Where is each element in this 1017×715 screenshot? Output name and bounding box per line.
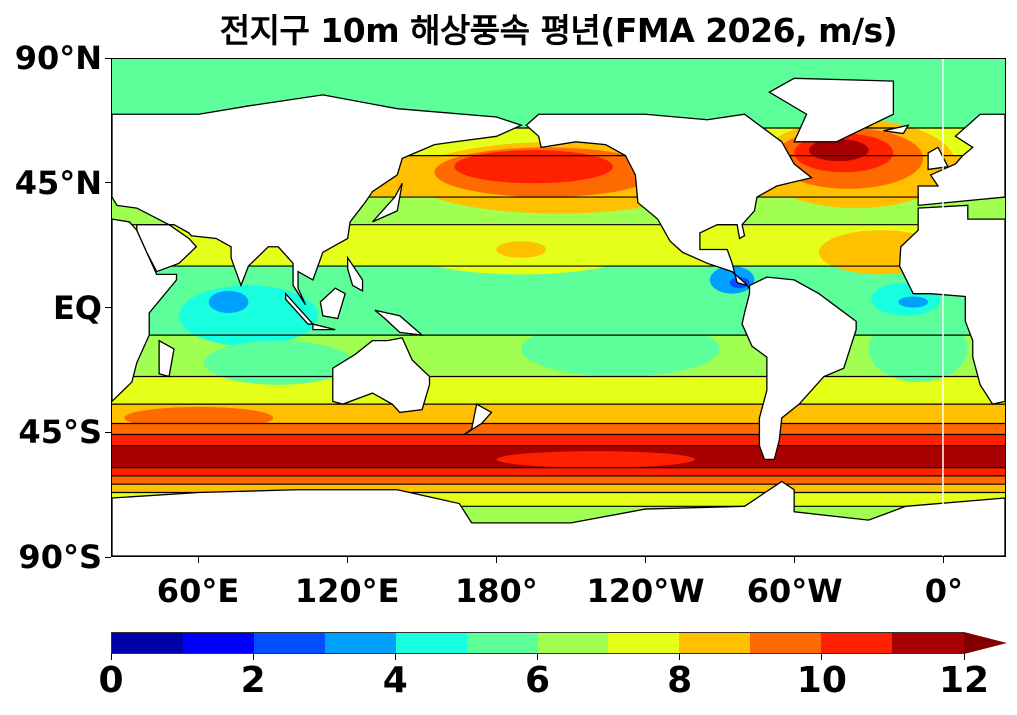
- colorbar-tick-label: 6: [524, 660, 551, 701]
- landmass: [375, 310, 422, 335]
- lon-tick-label: 180°: [454, 572, 538, 610]
- wind-feature: [360, 274, 485, 314]
- colorbar: [111, 632, 964, 654]
- landmass: [526, 114, 811, 288]
- lat-tick-mark: [105, 182, 111, 184]
- wind-feature: [533, 307, 658, 336]
- wind-band: [112, 475, 1005, 485]
- colorbar-segment: [466, 633, 538, 653]
- colorbar-tick-label: 12: [938, 660, 990, 701]
- lon-tick-label: 0°: [924, 572, 963, 610]
- lon-tick-mark: [197, 557, 199, 563]
- colorbar-segment: [750, 633, 822, 653]
- wind-feature: [178, 285, 318, 347]
- landmass: [918, 114, 1005, 205]
- wind-speed-map: [111, 58, 1006, 557]
- lon-tick-mark: [794, 557, 796, 563]
- landmass: [320, 288, 345, 318]
- colorbar-tick-mark: [110, 654, 112, 660]
- colorbar-tick-mark: [679, 654, 681, 660]
- landmass: [464, 404, 491, 434]
- lat-tick-label: EQ: [52, 288, 102, 327]
- landmass: [137, 225, 197, 272]
- colorbar-segment: [679, 633, 751, 653]
- colorbar-tick-mark: [963, 654, 965, 660]
- landmass: [286, 294, 313, 324]
- colorbar-tick-label: 2: [240, 660, 266, 701]
- landmass: [112, 481, 1005, 556]
- colorbar-segment: [395, 633, 467, 653]
- map-title: 전지구 10m 해상풍속 평년(FMA 2026, m/s): [219, 11, 898, 50]
- landmass: [900, 205, 1005, 404]
- colorbar-segment: [892, 633, 964, 653]
- landmass: [159, 341, 174, 377]
- colorbar-extend-arrow: [964, 632, 1007, 654]
- landmass: [112, 219, 176, 401]
- wind-feature: [898, 296, 929, 308]
- landmass: [333, 338, 430, 413]
- landmass: [112, 95, 521, 305]
- colorbar-segment: [324, 633, 396, 653]
- colorbar-tick-mark: [821, 654, 823, 660]
- wind-feature: [868, 315, 968, 383]
- wind-band: [112, 423, 1005, 435]
- landmass: [372, 183, 402, 222]
- wind-feature: [203, 340, 353, 385]
- colorbar-tick-label: 10: [796, 660, 847, 701]
- colorbar-segment: [253, 633, 325, 653]
- lat-tick-label: 45°S: [18, 413, 102, 452]
- lon-tick-label: 120°W: [586, 572, 705, 610]
- wind-feature: [208, 290, 249, 314]
- landmass: [313, 324, 335, 330]
- colorbar-segment: [821, 633, 893, 653]
- colorbar-segment: [537, 633, 609, 653]
- wind-feature: [496, 451, 695, 468]
- wind-feature: [454, 150, 614, 184]
- colorbar-tick-label: 4: [382, 660, 408, 701]
- colorbar-tick-label: 0: [98, 660, 124, 701]
- lat-tick-label: 90°S: [18, 538, 102, 576]
- lat-tick-mark: [105, 307, 111, 308]
- lat-tick-mark: [105, 431, 111, 433]
- lon-tick-label: 60°W: [746, 572, 843, 610]
- lon-tick-mark: [943, 557, 945, 563]
- colorbar-tick-mark: [394, 654, 396, 660]
- lon-tick-label: 60°E: [156, 572, 240, 610]
- wind-feature: [496, 241, 547, 258]
- colorbar-tick-mark: [537, 654, 538, 660]
- landmass: [348, 258, 363, 291]
- landmass: [883, 125, 908, 133]
- colorbar-tick-mark: [252, 654, 254, 660]
- wind-band: [112, 484, 1005, 493]
- landmass: [742, 277, 856, 459]
- lon-tick-mark: [645, 557, 646, 563]
- colorbar-tick-label: 8: [667, 660, 693, 701]
- lat-tick-label: 90°N: [14, 39, 102, 77]
- map-canvas: [112, 59, 1005, 556]
- lat-tick-mark: [105, 57, 111, 59]
- colorbar-segment: [608, 633, 680, 653]
- lon-tick-label: 120°E: [294, 572, 400, 610]
- wind-band: [112, 467, 1005, 476]
- lat-tick-mark: [105, 556, 111, 558]
- colorbar-segment: [112, 633, 183, 653]
- landmass: [769, 78, 893, 142]
- wind-band: [112, 434, 1005, 446]
- lon-tick-mark: [495, 557, 497, 563]
- lat-tick-label: 45°N: [14, 163, 102, 202]
- colorbar-segment: [182, 633, 254, 653]
- lon-tick-mark: [346, 557, 348, 563]
- wind-feature: [124, 406, 274, 429]
